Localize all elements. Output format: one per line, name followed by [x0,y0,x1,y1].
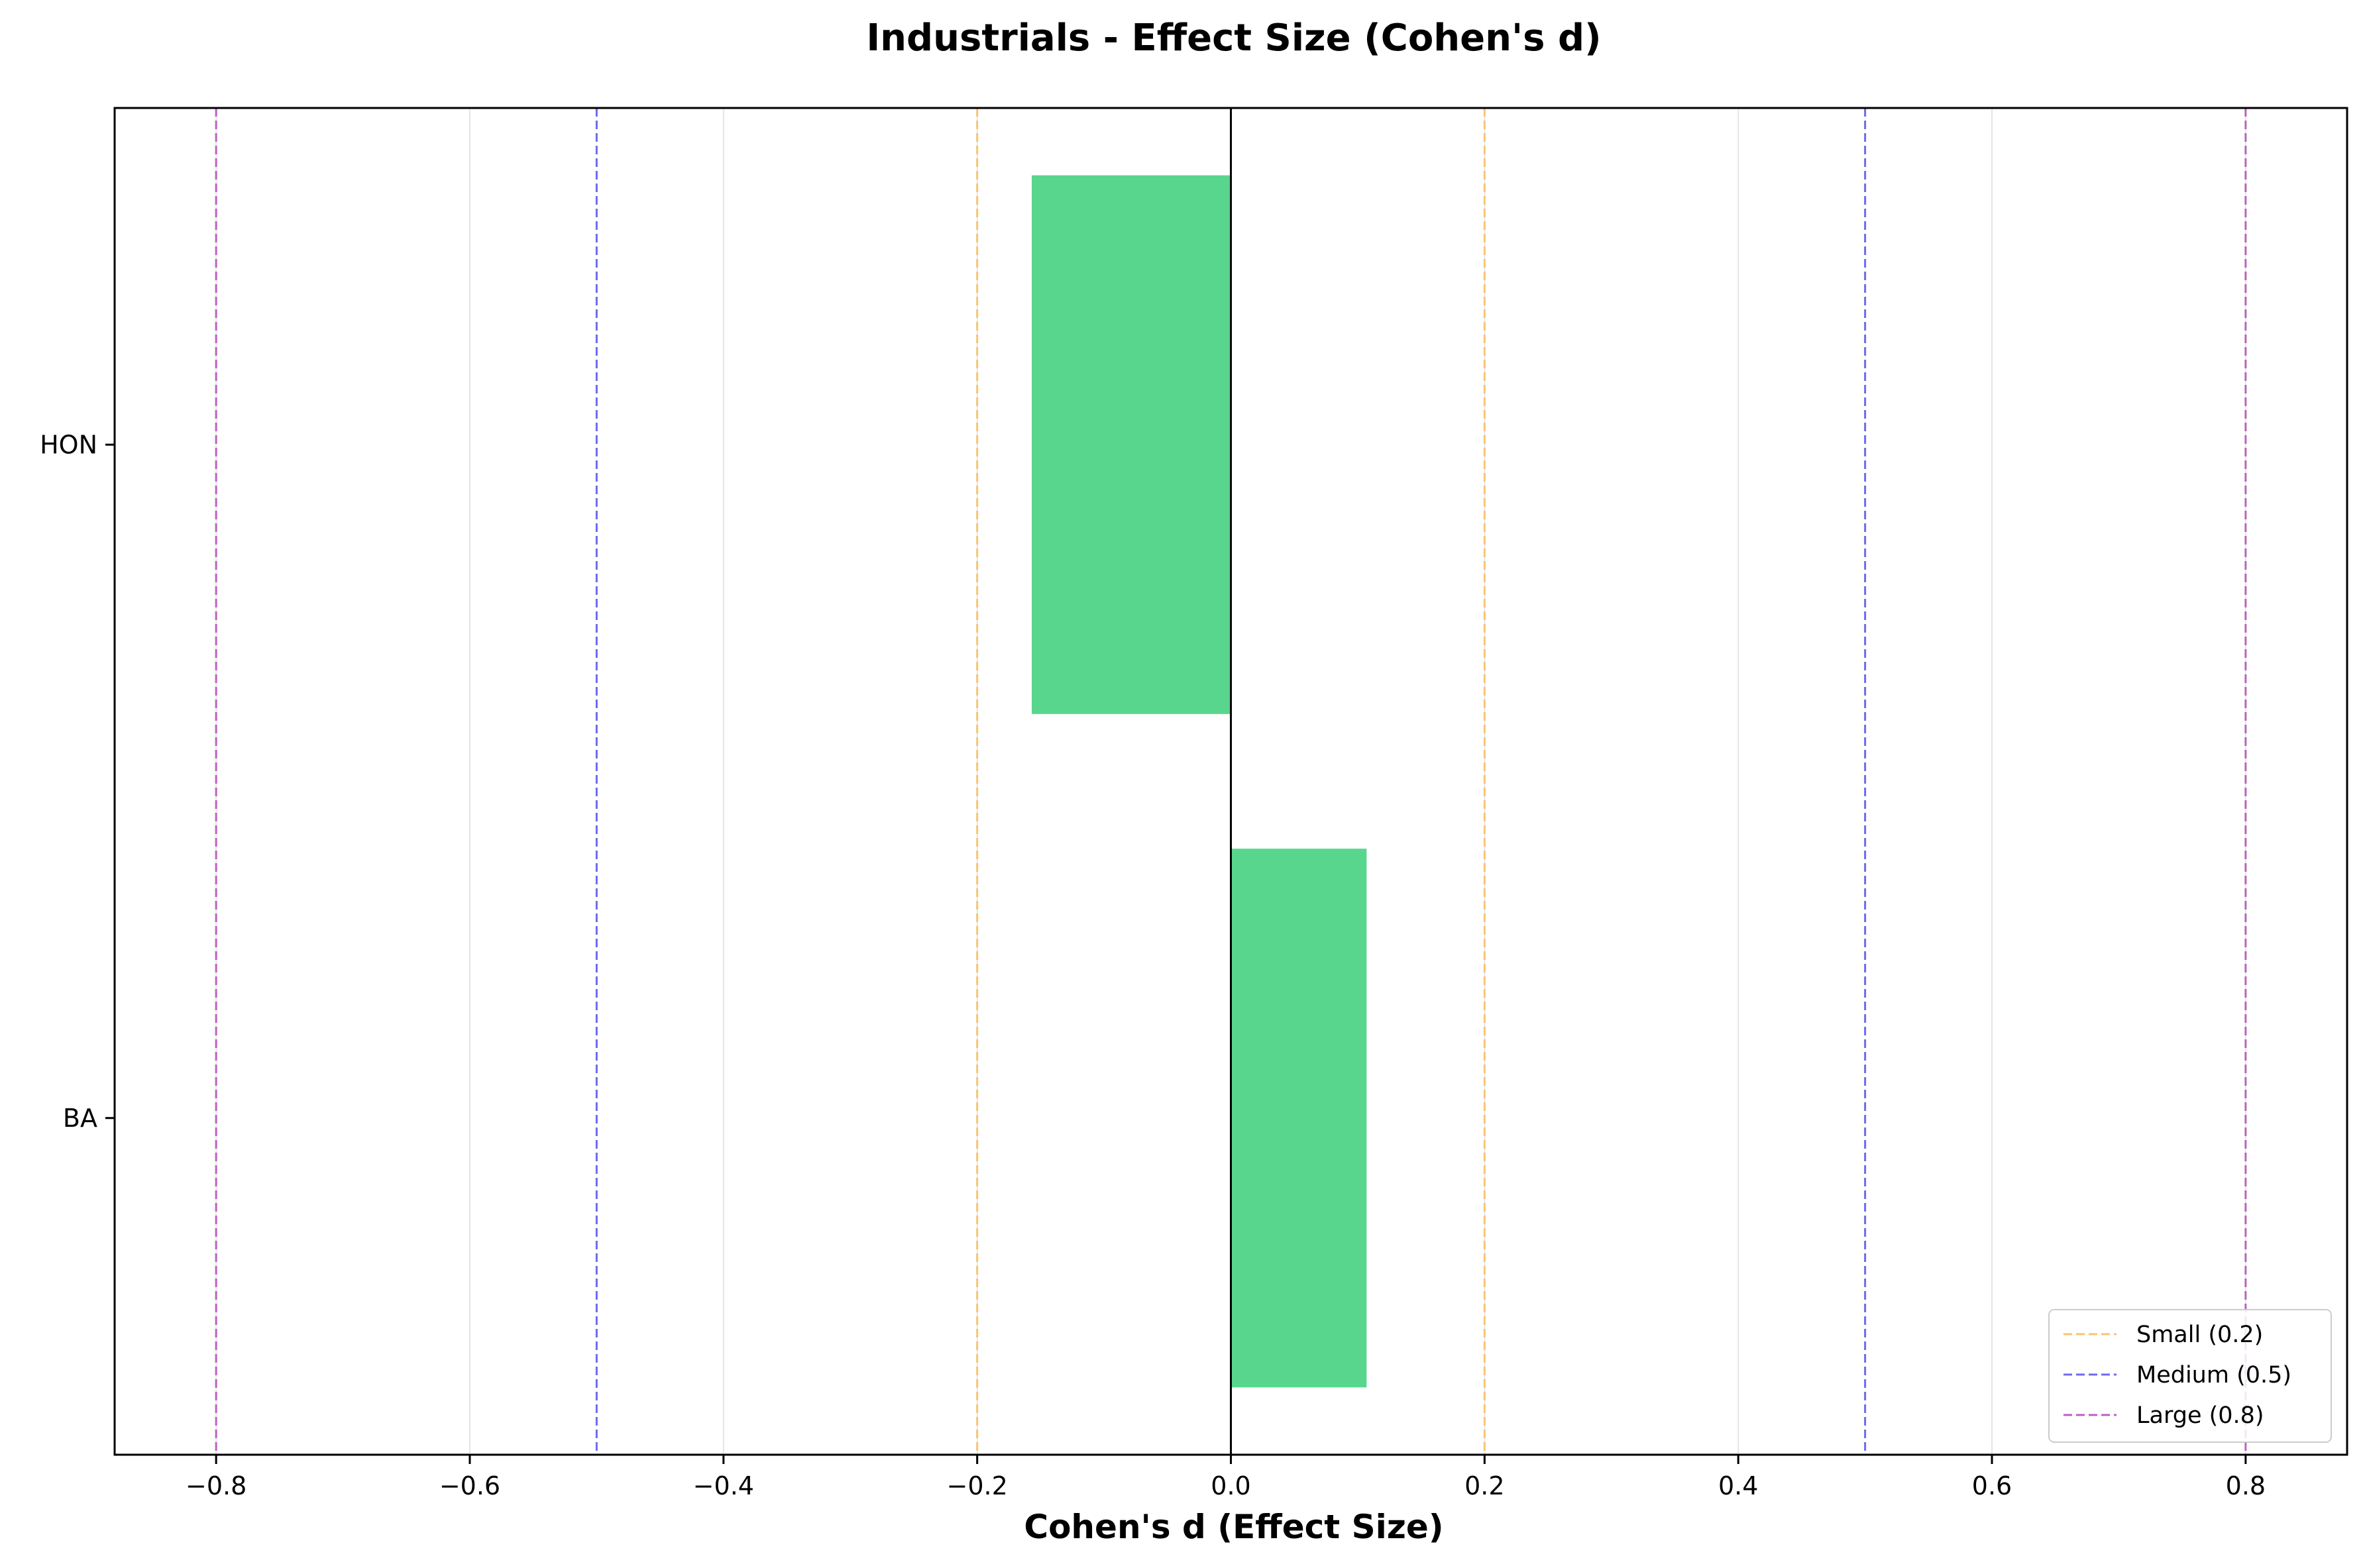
bar-hon [1031,175,1231,714]
y-axis-ticks: HON BA [40,430,115,1133]
x-tick-label: 0.8 [2226,1471,2266,1500]
x-axis-ticks: −0.8 −0.6 −0.4 −0.2 0.0 0.2 0.4 0.6 0.8 [186,1455,2266,1500]
y-tick-label: HON [40,430,97,459]
x-tick-label: 0.6 [1972,1471,2012,1500]
x-tick-label: 0.0 [1211,1471,1250,1500]
legend-box [2048,1309,2332,1443]
x-tick-label: 0.2 [1464,1471,1504,1500]
bar-ba [1231,849,1367,1388]
legend-label: Small (0.2) [2136,1322,2263,1348]
legend-label: Large (0.8) [2136,1402,2264,1429]
x-tick-label: −0.8 [186,1471,247,1500]
x-tick-label: −0.2 [947,1471,1008,1500]
chart-title: Industrials - Effect Size (Cohen's d) [866,17,1601,60]
x-tick-label: −0.6 [439,1471,500,1500]
x-tick-label: 0.4 [1718,1471,1758,1500]
y-tick-label: BA [63,1104,97,1133]
legend: Small (0.2) Medium (0.5) Large (0.8) [2048,1309,2332,1443]
legend-label: Medium (0.5) [2136,1362,2291,1388]
reference-lines [215,108,2247,1455]
bars [1031,175,1367,1388]
x-axis-label: Cohen's d (Effect Size) [1024,1508,1443,1546]
x-tick-label: −0.4 [693,1471,754,1500]
